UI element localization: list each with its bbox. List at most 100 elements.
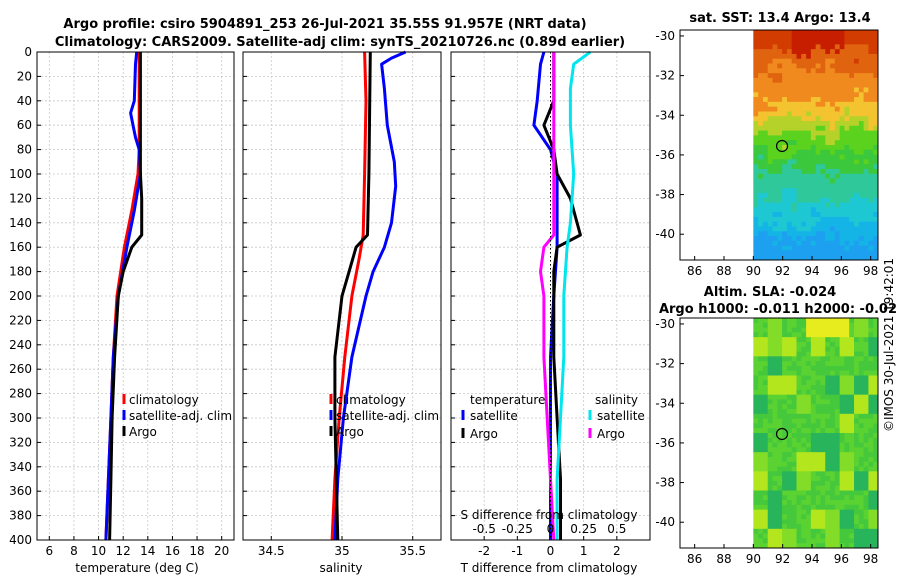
x-tick-label: 92 — [775, 552, 790, 566]
map-cell — [830, 250, 836, 256]
map-cell — [806, 30, 812, 36]
map-cell — [810, 135, 817, 141]
map-cell — [786, 73, 793, 79]
map-cell — [762, 250, 769, 256]
map-cell — [801, 466, 807, 472]
map-cell — [868, 389, 874, 396]
map-cell — [758, 125, 764, 132]
map-cell — [772, 356, 778, 362]
map-cell — [796, 226, 802, 232]
map-cell — [801, 332, 807, 338]
map-cell — [820, 524, 826, 530]
map-cell — [873, 533, 879, 539]
map-cell — [810, 106, 817, 112]
map-cell — [753, 471, 759, 477]
map-cell — [782, 145, 788, 151]
map-cell — [849, 370, 855, 376]
map-cell — [753, 202, 759, 208]
map-cell — [806, 389, 812, 396]
map-cell — [844, 509, 850, 515]
map-cell — [753, 97, 759, 103]
map-cell — [801, 49, 807, 55]
map-cell — [863, 149, 869, 156]
map-cell — [820, 332, 826, 338]
map-cell — [825, 332, 831, 338]
map-cell — [782, 44, 788, 50]
map-cell — [758, 92, 764, 98]
map-cell — [806, 63, 812, 69]
map-cell — [849, 380, 855, 386]
map-cell — [801, 423, 807, 429]
map-cell — [849, 447, 855, 453]
map-cell — [873, 375, 879, 381]
map-cell — [834, 154, 841, 160]
map-cell — [844, 39, 850, 45]
map-cell — [796, 231, 802, 237]
map-cell — [820, 346, 826, 353]
map-cell — [839, 365, 845, 372]
map-cell — [815, 375, 821, 381]
map-cell — [767, 466, 774, 472]
map-cell — [810, 231, 817, 237]
map-cell — [830, 543, 836, 549]
map-cell — [806, 514, 812, 520]
map-cell — [820, 92, 826, 98]
map-cell — [820, 337, 826, 343]
map-cell — [796, 207, 802, 213]
map-cell — [796, 389, 802, 396]
map-cell — [758, 106, 764, 112]
map-cell — [801, 461, 807, 468]
map-cell — [810, 68, 817, 74]
map-cell — [777, 159, 783, 165]
map-cell — [753, 245, 759, 251]
map-cell — [753, 437, 759, 444]
map-cell — [796, 332, 802, 338]
map-cell — [839, 245, 845, 251]
map-cell — [858, 514, 865, 520]
map-cell — [839, 341, 845, 348]
map-cell — [863, 106, 869, 112]
map-cell — [786, 49, 793, 55]
map-cell — [758, 231, 764, 237]
map-cell — [810, 485, 817, 491]
map-cell — [854, 250, 860, 256]
map-cell — [772, 365, 778, 372]
map-cell — [830, 221, 836, 227]
map-cell — [806, 58, 812, 65]
map-cell — [873, 245, 879, 251]
map-cell — [782, 106, 788, 112]
map-cell — [806, 159, 812, 165]
map-cell — [810, 87, 817, 93]
map-cell — [868, 116, 874, 122]
map-cell — [825, 183, 831, 189]
map-cell — [753, 524, 759, 530]
map-cell — [830, 73, 836, 79]
map-cell — [815, 385, 821, 391]
map-cell — [791, 97, 797, 103]
map-cell — [849, 101, 855, 108]
map-cell — [767, 327, 774, 333]
map-cell — [758, 173, 764, 180]
map-cell — [858, 135, 865, 141]
series-line-argo — [108, 52, 144, 541]
map-cell — [762, 423, 769, 429]
map-cell — [782, 87, 788, 93]
map-cell — [786, 365, 793, 372]
map-cell — [806, 73, 812, 79]
map-cell — [806, 82, 812, 88]
map-cell — [868, 428, 874, 434]
map-cell — [767, 226, 774, 232]
map-cell — [849, 428, 855, 434]
map-cell — [849, 173, 855, 180]
map-cell — [801, 385, 807, 391]
map-cell — [767, 500, 774, 506]
map-cell — [863, 130, 869, 136]
map-cell — [820, 461, 826, 468]
map-cell — [791, 365, 797, 372]
map-cell — [858, 116, 865, 122]
map-cell — [863, 192, 869, 199]
y-tick-label: 80 — [17, 143, 32, 157]
map-cell — [796, 106, 802, 112]
map-cell — [854, 514, 860, 520]
map-cell — [858, 365, 865, 372]
